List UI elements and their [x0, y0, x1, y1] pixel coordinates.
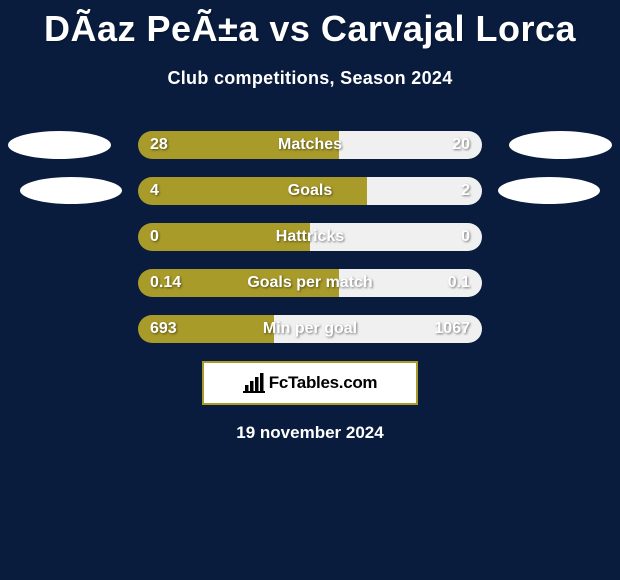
player-left-marker [20, 177, 122, 204]
stat-bar: 0.14 Goals per match 0.1 [138, 269, 482, 297]
stat-bar-left [138, 177, 367, 205]
main-title: DÃ­az PeÃ±a vs Carvajal Lorca [0, 0, 620, 50]
stat-bar: 4 Goals 2 [138, 177, 482, 205]
player-left-marker [8, 131, 111, 159]
date-text: 19 november 2024 [0, 423, 620, 443]
stat-row-matches: 28 Matches 20 [0, 131, 620, 159]
stat-value-left: 693 [150, 320, 177, 338]
player-right-marker [509, 131, 612, 159]
stat-value-right: 20 [452, 136, 470, 154]
stat-bar: 28 Matches 20 [138, 131, 482, 159]
widget-container: DÃ­az PeÃ±a vs Carvajal Lorca Club compe… [0, 0, 620, 443]
stat-label: Min per goal [263, 320, 357, 338]
stat-row-goals-per-match: 0.14 Goals per match 0.1 [0, 269, 620, 297]
stat-value-left: 28 [150, 136, 168, 154]
subtitle: Club competitions, Season 2024 [0, 68, 620, 89]
stat-bar: 693 Min per goal 1067 [138, 315, 482, 343]
attribution-box[interactable]: FcTables.com [202, 361, 418, 405]
stat-value-left: 0 [150, 228, 159, 246]
chart-icon [243, 373, 265, 393]
stat-value-right: 0.1 [448, 274, 470, 292]
attribution-inner: FcTables.com [243, 373, 378, 393]
stat-value-right: 1067 [434, 320, 470, 338]
stat-label: Hattricks [276, 228, 344, 246]
stat-row-hattricks: 0 Hattricks 0 [0, 223, 620, 251]
stat-row-goals: 4 Goals 2 [0, 177, 620, 205]
stat-value-right: 2 [461, 182, 470, 200]
attribution-text: FcTables.com [269, 373, 378, 393]
stats-area: 28 Matches 20 4 Goals 2 0 H [0, 131, 620, 343]
stat-value-right: 0 [461, 228, 470, 246]
stat-value-left: 0.14 [150, 274, 181, 292]
player-right-marker [498, 177, 600, 204]
stat-bar: 0 Hattricks 0 [138, 223, 482, 251]
stat-label: Goals per match [247, 274, 372, 292]
stat-row-min-per-goal: 693 Min per goal 1067 [0, 315, 620, 343]
stat-value-left: 4 [150, 182, 159, 200]
stat-label: Matches [278, 136, 342, 154]
stat-label: Goals [288, 182, 332, 200]
